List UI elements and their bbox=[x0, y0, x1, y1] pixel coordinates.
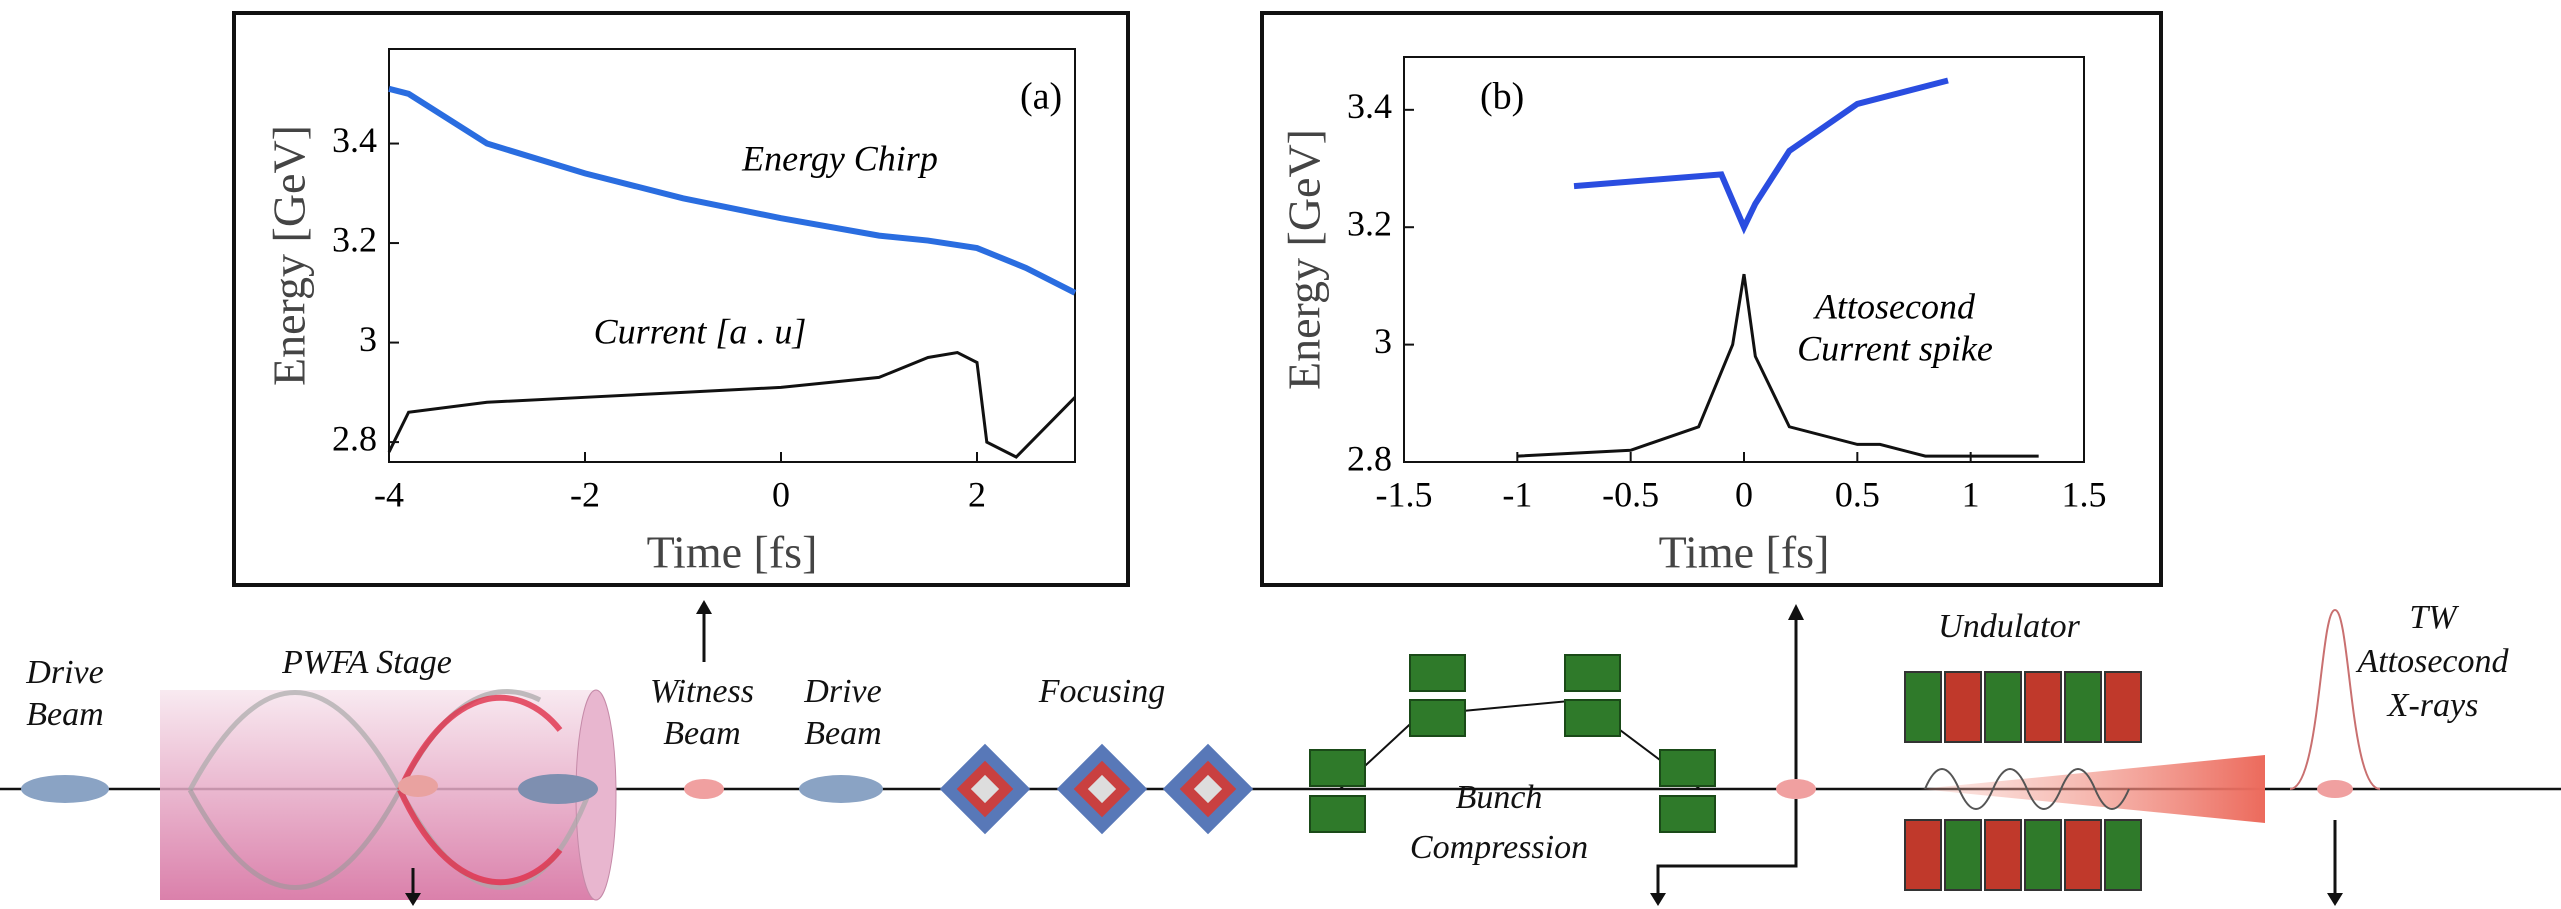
y-axis-label: Energy [GeV] bbox=[264, 125, 315, 386]
x-axis-label: Time [fs] bbox=[1659, 527, 1830, 578]
label: Beam bbox=[663, 715, 740, 752]
label: Focusing bbox=[1038, 673, 1166, 710]
label: TW bbox=[2409, 599, 2459, 636]
y-tick-label: 2.8 bbox=[332, 418, 377, 458]
y-tick-label: 3.4 bbox=[332, 120, 377, 160]
panel-frame bbox=[1260, 11, 2163, 587]
data-line bbox=[1517, 273, 2039, 458]
label: Bunch bbox=[1456, 779, 1543, 816]
label: Compression bbox=[1410, 829, 1588, 866]
chicane bbox=[1309, 654, 1716, 833]
x-tick-label: -1 bbox=[1502, 474, 1532, 514]
pwfa-cylinder bbox=[160, 689, 617, 901]
y-tick-label: 2.8 bbox=[1347, 438, 1392, 478]
label: Beam bbox=[804, 715, 881, 752]
y-tick-label: 3.2 bbox=[332, 219, 377, 259]
x-tick-label: 0 bbox=[1735, 474, 1753, 514]
arrows bbox=[405, 600, 2343, 906]
y-tick-label: 3 bbox=[1374, 321, 1392, 361]
annotation: Current spike bbox=[1797, 328, 1993, 368]
y-axis-label: Energy [GeV] bbox=[1279, 129, 1330, 390]
annotation: Attosecond bbox=[1813, 286, 1976, 326]
plot-frame bbox=[1403, 56, 2085, 463]
y-tick-label: 3 bbox=[359, 319, 377, 359]
label: X-rays bbox=[2386, 687, 2479, 724]
label: Witness bbox=[650, 673, 754, 710]
panel-label: (a) bbox=[1020, 76, 1062, 118]
x-tick-label: 2 bbox=[968, 474, 986, 514]
undulator bbox=[1904, 671, 2265, 891]
annotation: Energy Chirp bbox=[741, 138, 938, 178]
label: PWFA Stage bbox=[281, 644, 452, 681]
compressed-beam bbox=[1776, 779, 1816, 799]
data-line bbox=[1573, 77, 1949, 235]
chart-panel: -1.5 -1 -0.5 0 0.5 1 1.5 2.8 3 3.2 3.4 Time [fs] Ene… bbox=[1260, 11, 2163, 587]
x-tick-label: -4 bbox=[374, 474, 404, 514]
y-tick-label: 3.4 bbox=[1347, 86, 1392, 126]
drive-beam bbox=[21, 775, 109, 803]
panel-frame bbox=[232, 11, 1130, 587]
x-tick-label: 0.5 bbox=[1835, 474, 1880, 514]
beamline bbox=[0, 600, 2561, 906]
x-tick-label: -0.5 bbox=[1602, 474, 1659, 514]
y-tick-label: 3.2 bbox=[1347, 203, 1392, 243]
label: Beam bbox=[26, 696, 103, 733]
label: Drive bbox=[803, 673, 881, 710]
label: Attosecond bbox=[2355, 643, 2509, 680]
plot-frame bbox=[388, 48, 1076, 463]
witness-beam bbox=[684, 779, 724, 799]
x-tick-label: 1.5 bbox=[2062, 474, 2107, 514]
x-tick-label: -2 bbox=[570, 474, 600, 514]
annotation: Current [a . u] bbox=[594, 311, 807, 351]
data-line bbox=[388, 85, 1077, 296]
drive-beam bbox=[799, 775, 883, 803]
label: Undulator bbox=[1938, 608, 2080, 645]
x-tick-label: 1 bbox=[1962, 474, 1980, 514]
data-line bbox=[387, 350, 1077, 459]
panel-label: (b) bbox=[1480, 76, 1524, 118]
xray-pulse bbox=[2289, 608, 2381, 790]
focusing-magnets bbox=[939, 743, 1254, 835]
x-tick-label: -1.5 bbox=[1376, 474, 1433, 514]
x-tick-label: 0 bbox=[772, 474, 790, 514]
xray-beam bbox=[2317, 780, 2353, 798]
x-axis-label: Time [fs] bbox=[647, 527, 818, 578]
chart-panel: -4 -2 0 2 2.8 3 3.2 3.4 Time [fs] Energy [GeV] (a)… bbox=[232, 11, 1130, 587]
label: Drive bbox=[25, 654, 103, 691]
